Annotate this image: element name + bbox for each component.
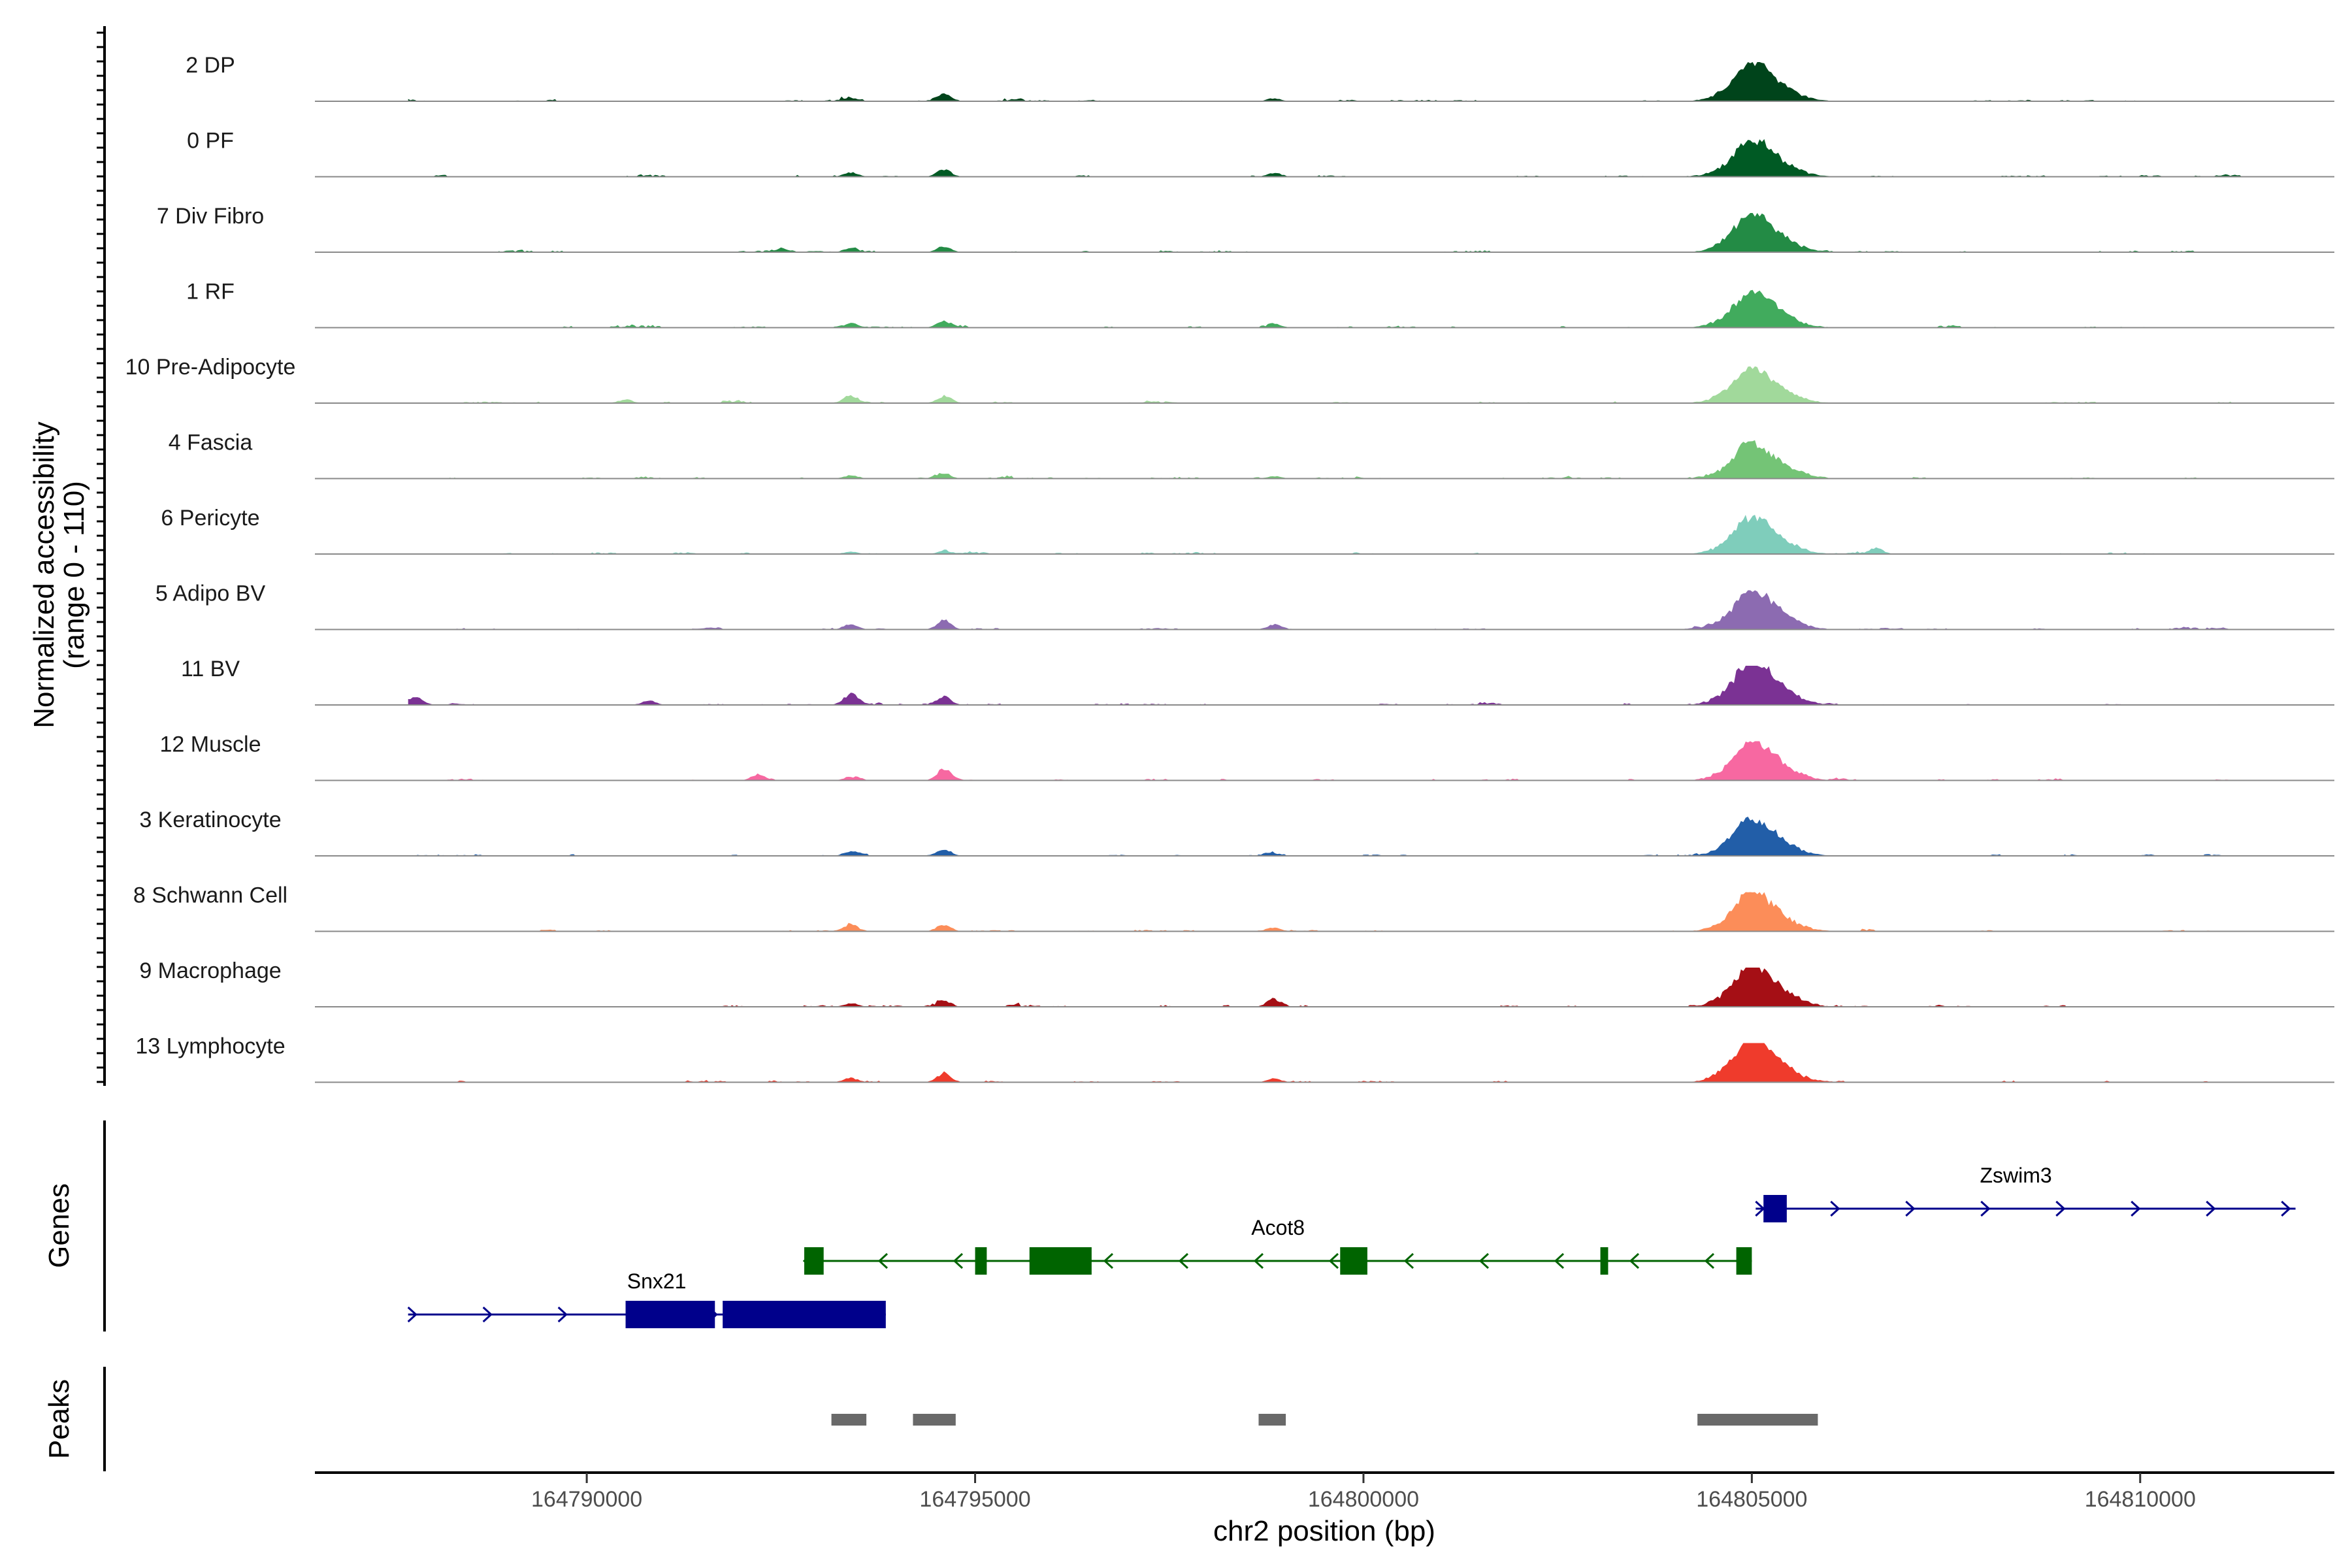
- x-axis-tick-label: 164810000: [2085, 1487, 2196, 1512]
- peak-region: [913, 1414, 956, 1426]
- track: 5 Adipo BV: [155, 581, 2334, 630]
- gene-exon: [1763, 1195, 1787, 1222]
- gene-exon: [804, 1247, 824, 1275]
- track-label: 8 Schwann Cell: [133, 883, 287, 908]
- x-axis-tick-label: 164805000: [1696, 1487, 1807, 1512]
- strand-arrow: [1253, 1252, 1264, 1269]
- track: 12 Muscle: [160, 732, 2334, 781]
- peaks-panel: Peaks: [43, 1367, 1818, 1471]
- genes-panel-title: Genes: [43, 1183, 75, 1268]
- track: 1 RF: [186, 280, 2334, 329]
- strand-arrow: [2281, 1200, 2291, 1217]
- strand-arrow: [407, 1306, 417, 1323]
- track-label: 7 Div Fibro: [157, 204, 264, 229]
- gene-model: Snx21: [407, 1269, 886, 1328]
- track-label: 1 RF: [186, 280, 235, 304]
- strand-arrow: [1980, 1200, 1991, 1217]
- strand-arrow: [482, 1306, 493, 1323]
- strand-arrow: [2131, 1200, 2141, 1217]
- strand-arrow: [2055, 1200, 2066, 1217]
- coverage-area: [408, 666, 2256, 705]
- track: 10 Pre-Adipocyte: [125, 355, 2334, 404]
- gene-label: Zswim3: [1980, 1164, 2051, 1187]
- gene-exon: [625, 1301, 715, 1328]
- coverage-area: [408, 817, 2256, 856]
- x-axis-title: chr2 position (bp): [1213, 1515, 1435, 1547]
- peak-region: [1697, 1414, 1818, 1426]
- coverage-area: [408, 892, 2256, 932]
- track: 8 Schwann Cell: [133, 883, 2334, 932]
- peaks-panel-title: Peaks: [43, 1379, 75, 1459]
- strand-arrow: [1403, 1252, 1414, 1269]
- coverage-area: [408, 968, 2256, 1007]
- peak-regions: [831, 1414, 1818, 1426]
- track-label: 12 Muscle: [160, 732, 261, 757]
- gene-model: Zswim3: [1755, 1164, 2296, 1222]
- track: 6 Pericyte: [161, 506, 2334, 555]
- coverage-area: [408, 590, 2256, 630]
- track: 0 PF: [187, 129, 2334, 178]
- track: 9 Macrophage: [139, 958, 2334, 1007]
- strand-arrow: [1554, 1252, 1564, 1269]
- strand-arrow: [1478, 1252, 1489, 1269]
- track: 11 BV: [181, 657, 2334, 706]
- strand-arrow: [1103, 1252, 1113, 1269]
- track-label: 3 Keratinocyte: [139, 808, 281, 832]
- track-label: 4 Fascia: [169, 431, 253, 455]
- strand-arrow: [1328, 1252, 1339, 1269]
- gene-exon: [1029, 1247, 1092, 1275]
- track-label: 10 Pre-Adipocyte: [125, 355, 296, 380]
- gene-exon: [975, 1247, 987, 1275]
- gene-model: Acot8: [802, 1216, 1752, 1275]
- x-axis: 164790000 164795000 164800000 164805000 1648…: [315, 1471, 2334, 1547]
- strand-arrow: [557, 1306, 568, 1323]
- gene-label: Acot8: [1251, 1216, 1305, 1239]
- coverage-area: [408, 139, 2256, 177]
- track: 4 Fascia: [169, 431, 2334, 480]
- track-label: 9 Macrophage: [139, 958, 281, 983]
- x-axis-tick-label: 164790000: [531, 1487, 642, 1512]
- track-label: 5 Adipo BV: [155, 581, 266, 606]
- track: 7 Div Fibro: [157, 204, 2334, 253]
- x-axis-tick-label: 164800000: [1308, 1487, 1419, 1512]
- track: 3 Keratinocyte: [139, 808, 2334, 857]
- gene-label: Snx21: [627, 1269, 687, 1293]
- peak-region: [831, 1414, 867, 1426]
- x-axis-tick-label: 164795000: [919, 1487, 1030, 1512]
- gene-exon: [1340, 1247, 1367, 1275]
- strand-arrow: [877, 1252, 888, 1269]
- track-label: 13 Lymphocyte: [135, 1034, 285, 1059]
- strand-arrow: [1178, 1252, 1188, 1269]
- coverage-area: [408, 62, 2256, 101]
- strand-arrow: [1629, 1252, 1639, 1269]
- track-label: 6 Pericyte: [161, 506, 259, 531]
- gene-exon: [723, 1301, 886, 1328]
- strand-arrow: [2206, 1200, 2216, 1217]
- gene-exon: [1600, 1247, 1609, 1275]
- gene-exon: [1736, 1247, 1752, 1275]
- track-label: 0 PF: [187, 129, 234, 154]
- peak-region: [1258, 1414, 1286, 1426]
- coverage-area: [408, 289, 2256, 328]
- x-axis-ticks: 164790000 164795000 164800000 164805000 1648…: [531, 1473, 2196, 1512]
- coverage-tracks: 2 DP 0 PF 7 Div Fibro 1 RF 10 Pre-Adipocyte 4…: [125, 53, 2334, 1083]
- genes-panel: Genes Zswim3 Acot8 Snx21: [43, 1120, 2296, 1331]
- y-axis-title: Normalized accessibility: [28, 421, 60, 728]
- y-axis: [97, 26, 106, 1086]
- track-label: 2 DP: [186, 53, 235, 78]
- gene-models: Zswim3 Acot8 Snx21: [407, 1164, 2296, 1328]
- coverage-area: [408, 213, 2256, 252]
- strand-arrow: [1905, 1200, 1916, 1217]
- strand-arrow: [953, 1252, 963, 1269]
- y-axis-range: (range 0 - 110): [58, 481, 90, 669]
- coverage-area: [408, 1043, 2256, 1083]
- strand-arrow: [1830, 1200, 1840, 1217]
- track-label: 11 BV: [181, 657, 240, 681]
- track: 2 DP: [186, 53, 2334, 102]
- track: 13 Lymphocyte: [135, 1034, 2334, 1083]
- strand-arrow: [1704, 1252, 1714, 1269]
